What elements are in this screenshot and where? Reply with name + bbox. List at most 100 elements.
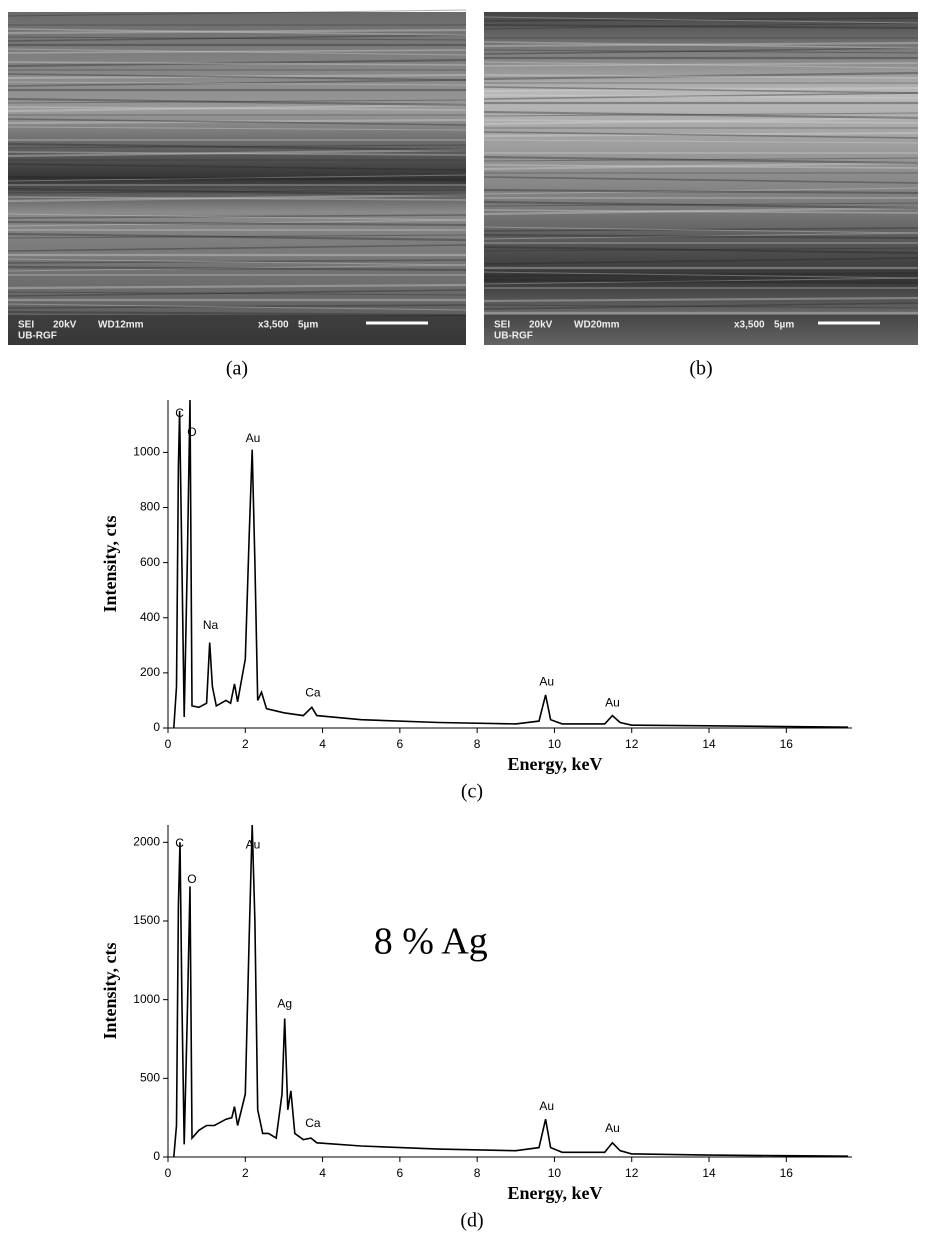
sem-texture <box>7 73 467 81</box>
sem-texture <box>483 202 919 207</box>
sem-info: x3,500 <box>734 320 765 331</box>
sem-info-bar <box>8 315 466 345</box>
x-tick-label: 10 <box>548 1166 562 1180</box>
sem-texture <box>483 226 919 234</box>
x-tick-label: 14 <box>702 737 716 751</box>
sem-texture <box>7 9 467 17</box>
sem-texture <box>483 164 919 169</box>
sem-info-bar <box>484 315 918 345</box>
annotation: C <box>175 836 184 850</box>
sem-texture <box>483 188 919 195</box>
sem-info: SEI <box>494 320 510 331</box>
sem-texture <box>483 304 919 309</box>
annotation: O <box>187 425 196 439</box>
sem-texture <box>7 174 467 182</box>
sem-texture <box>483 116 919 126</box>
sem-texture <box>7 234 467 239</box>
x-tick-label: 14 <box>702 1166 716 1180</box>
sem-lab: UB-RGF <box>494 331 533 342</box>
sem-texture <box>7 214 467 219</box>
x-tick-label: 4 <box>319 737 326 751</box>
sem-texture <box>7 163 467 171</box>
annotation: Au <box>605 695 620 709</box>
annotation: Au <box>539 675 554 689</box>
sem-texture <box>7 175 467 182</box>
sem-texture <box>7 28 467 35</box>
y-tick-label: 2000 <box>133 834 160 848</box>
sem-texture <box>7 289 467 297</box>
x-tick-label: 12 <box>625 1166 639 1180</box>
sem-texture <box>483 176 919 184</box>
sem-texture <box>483 61 919 69</box>
sem-texture <box>7 58 467 68</box>
annotation: Au <box>605 1121 620 1135</box>
sem-texture <box>7 142 467 152</box>
sem-texture <box>483 232 919 240</box>
sem-texture <box>7 259 467 264</box>
sem-texture <box>7 126 467 131</box>
caption: (b) <box>689 358 712 380</box>
x-tick-label: 8 <box>474 737 481 751</box>
sem-image <box>484 12 918 345</box>
x-axis-label: Energy, keV <box>507 1183 602 1203</box>
annotation: Ag <box>277 997 292 1011</box>
sem-info: 5µm <box>298 320 318 331</box>
sem-texture <box>483 47 919 55</box>
caption: (c) <box>461 781 483 803</box>
sem-texture <box>7 49 467 54</box>
sem-texture <box>7 144 467 149</box>
sem-info: 5µm <box>774 320 794 331</box>
sem-texture <box>7 283 467 290</box>
sem-texture <box>7 34 467 42</box>
sem-texture <box>483 155 919 165</box>
sem-texture <box>483 245 919 255</box>
sem-texture <box>483 131 919 138</box>
sem-texture <box>7 118 467 126</box>
x-axis-label: Energy, keV <box>507 754 602 774</box>
sem-texture <box>7 258 467 266</box>
sem-info: x3,500 <box>258 320 289 331</box>
sem-texture <box>7 118 467 125</box>
x-tick-label: 12 <box>625 737 639 751</box>
sem-texture <box>483 94 919 99</box>
sem-texture <box>7 81 467 86</box>
sem-texture <box>483 92 919 100</box>
sem-texture <box>483 62 919 67</box>
y-tick-label: 200 <box>140 665 160 679</box>
y-tick-label: 400 <box>140 610 160 624</box>
annotation: Ca <box>305 1116 321 1130</box>
sem-info: WD20mm <box>574 320 620 331</box>
x-tick-label: 10 <box>548 737 562 751</box>
sem-texture <box>483 157 919 162</box>
sem-info: WD12mm <box>98 320 144 331</box>
sem-info: SEI <box>18 320 34 331</box>
y-axis-label: Intensity, cts <box>100 515 120 612</box>
sem-texture <box>483 86 919 93</box>
sem-texture <box>483 296 919 303</box>
x-tick-label: 0 <box>165 737 172 751</box>
y-tick-label: 0 <box>153 720 160 734</box>
sem-texture <box>7 48 467 56</box>
sem-texture <box>7 232 467 242</box>
sem-texture <box>483 272 919 277</box>
sem-texture <box>483 257 919 265</box>
sem-texture <box>7 213 467 221</box>
sem-texture <box>483 200 919 210</box>
sem-texture <box>7 103 467 113</box>
sem-texture <box>7 304 467 309</box>
sem-texture <box>483 110 919 120</box>
sem-texture <box>7 61 467 66</box>
sem-texture <box>7 151 467 156</box>
sem-texture <box>7 310 467 317</box>
annotation: 8 % Ag <box>374 920 488 962</box>
y-tick-label: 500 <box>140 1070 160 1084</box>
y-tick-label: 1000 <box>133 445 160 459</box>
annotation: Au <box>246 431 261 445</box>
sem-texture <box>483 23 919 30</box>
sem-texture <box>483 161 919 171</box>
annotation: Ca <box>305 686 321 700</box>
y-tick-label: 0 <box>153 1149 160 1163</box>
sem-texture <box>7 36 467 41</box>
x-tick-label: 0 <box>165 1166 172 1180</box>
